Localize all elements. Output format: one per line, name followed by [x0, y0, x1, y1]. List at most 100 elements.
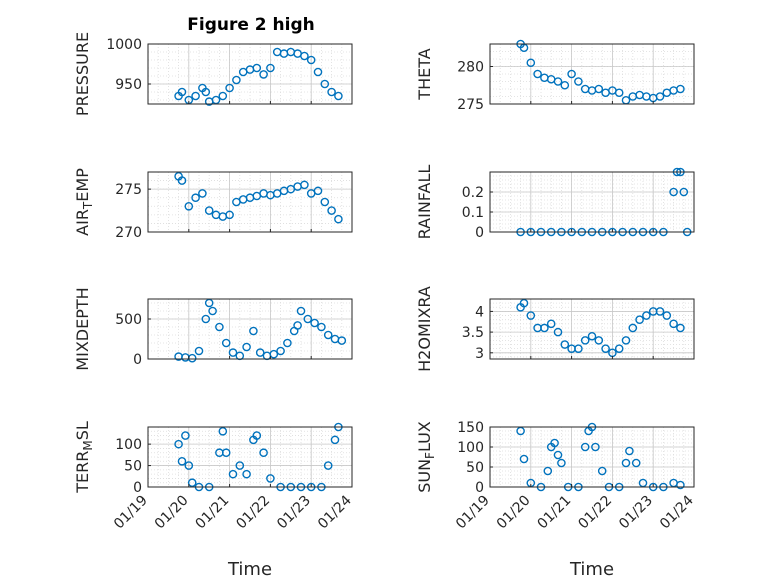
data-point	[621, 95, 631, 105]
data-point	[546, 319, 556, 329]
data-point	[614, 88, 624, 98]
data-point	[204, 206, 214, 215]
x-tick-label: 01/19	[453, 493, 493, 533]
data-point	[235, 461, 245, 470]
subplot-2: 275 280 THETA	[415, 39, 695, 113]
data-point	[184, 201, 194, 211]
data-point	[252, 431, 262, 440]
axes-box	[147, 298, 353, 360]
y-tick-label: 50	[466, 460, 484, 476]
data-point	[669, 319, 678, 329]
data-point	[591, 442, 600, 452]
data-point	[310, 318, 319, 328]
data-point	[177, 176, 187, 185]
data-point	[184, 461, 194, 470]
data-point	[266, 474, 275, 483]
data-point	[320, 197, 330, 207]
data-point	[283, 338, 292, 348]
x-tick-label: 01/20	[494, 493, 534, 533]
data-point	[174, 439, 183, 449]
y-tick-label: 500	[115, 312, 142, 328]
data-point	[676, 84, 685, 94]
data-point	[245, 65, 255, 74]
axes-box	[489, 43, 695, 105]
data-point	[242, 342, 251, 352]
data-point	[249, 326, 258, 336]
data-point	[580, 336, 590, 345]
x-tick-label: 01/20	[152, 493, 192, 533]
x-tick-label: 01/21	[193, 493, 233, 533]
data-point	[540, 73, 549, 83]
data-point	[208, 306, 217, 316]
data-point	[218, 426, 228, 436]
data-point	[300, 51, 309, 61]
data-point	[306, 55, 316, 65]
y-axis-label: THETA	[415, 48, 434, 100]
y-tick-label: 100	[115, 437, 142, 453]
data-point	[330, 334, 340, 344]
data-point	[519, 454, 529, 464]
data-point	[526, 311, 536, 320]
data-point	[259, 448, 268, 458]
data-point	[580, 84, 590, 94]
data-point	[327, 206, 336, 215]
data-point	[187, 353, 197, 363]
data-point	[286, 47, 296, 57]
y-tick-label: 3	[475, 346, 484, 362]
data-point	[228, 469, 238, 479]
y-tick-label: 0	[133, 480, 142, 496]
y-axis-label: AIRTEMP	[73, 168, 95, 236]
data-point	[259, 70, 268, 79]
x-tick-label: 01/24	[315, 492, 355, 532]
data-point	[635, 315, 644, 324]
data-point	[337, 336, 347, 345]
data-point	[242, 469, 251, 479]
y-axis-label: PRESSURE	[73, 32, 92, 116]
data-point	[676, 323, 685, 333]
x-tick-label: 01/22	[233, 493, 273, 533]
data-point	[293, 321, 302, 330]
data-point	[628, 323, 638, 333]
y-tick-label: 275	[457, 97, 484, 113]
y-tick-label: 50	[124, 459, 142, 475]
data-point	[232, 75, 241, 85]
x-tick-label: 01/21	[535, 493, 575, 533]
x-tick-label: 01/19	[111, 493, 151, 533]
data-point	[181, 353, 190, 362]
data-point	[560, 80, 570, 90]
data-point	[669, 86, 678, 95]
subplot-5: 0 500 MIXDEPTH	[73, 287, 353, 371]
data-point	[540, 323, 549, 333]
y-tick-label: 0	[475, 225, 484, 241]
data-point	[191, 193, 200, 203]
data-point	[211, 210, 221, 220]
axes-box	[489, 298, 695, 360]
data-point	[587, 86, 597, 95]
data-point	[221, 448, 231, 458]
data-point	[211, 95, 221, 105]
x-tick-label: 01/24	[657, 492, 697, 532]
data-point	[225, 83, 234, 93]
data-point	[266, 63, 275, 73]
data-point	[553, 77, 563, 86]
data-point	[601, 344, 610, 353]
x-axis-label: Time	[569, 559, 614, 580]
y-axis-label: MIXDEPTH	[73, 287, 92, 370]
data-point	[228, 348, 238, 357]
x-tick-label: 01/22	[575, 493, 615, 533]
data-point	[574, 344, 583, 353]
subplot-4: 0 0.1 0.2 RAINFALL	[415, 165, 695, 241]
data-point	[334, 91, 343, 101]
data-point	[543, 466, 553, 476]
data-point	[334, 214, 343, 224]
subplot-8: 0 50 100 150 01/19 01/20 01/21 01/22 01/23 01/24 S…	[415, 420, 697, 580]
data-point	[594, 84, 604, 94]
data-point	[279, 186, 289, 196]
data-point	[655, 92, 665, 101]
y-tick-label: 100	[457, 440, 484, 456]
x-tick-label: 01/23	[616, 493, 656, 533]
data-point	[303, 314, 313, 324]
data-point	[181, 431, 190, 440]
axes-box	[489, 426, 695, 488]
